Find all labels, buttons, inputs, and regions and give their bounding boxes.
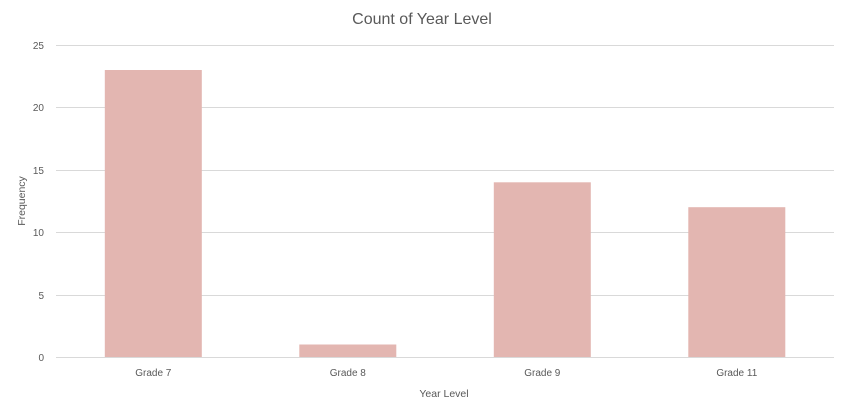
y-tick-label: 15: [33, 166, 45, 177]
bar-grade-11: [688, 207, 786, 357]
bar-grade-9: [493, 182, 591, 357]
y-tick-label: 5: [38, 291, 44, 302]
bars: [104, 70, 786, 357]
bar-grade-7: [104, 70, 202, 357]
x-tick-label: Grade 11: [716, 368, 757, 379]
y-tick-label: 0: [38, 353, 44, 364]
y-tick-label: 10: [33, 228, 45, 239]
y-tick-label: 25: [33, 41, 45, 52]
x-axis-title: Year Level: [419, 388, 468, 400]
y-tick-label: 20: [33, 103, 45, 114]
x-axis-ticks: Grade 7 Grade 8 Grade 9 Grade 11: [135, 368, 757, 379]
chart-title: Count of Year Level: [352, 11, 492, 28]
y-axis-title: Frequency: [16, 175, 28, 225]
x-tick-label: Grade 7: [135, 368, 172, 379]
y-axis-ticks: 0 5 10 15 20 25: [33, 41, 45, 364]
x-tick-label: Grade 8: [330, 368, 367, 379]
bar-grade-8: [299, 344, 397, 357]
x-tick-label: Grade 9: [524, 368, 561, 379]
